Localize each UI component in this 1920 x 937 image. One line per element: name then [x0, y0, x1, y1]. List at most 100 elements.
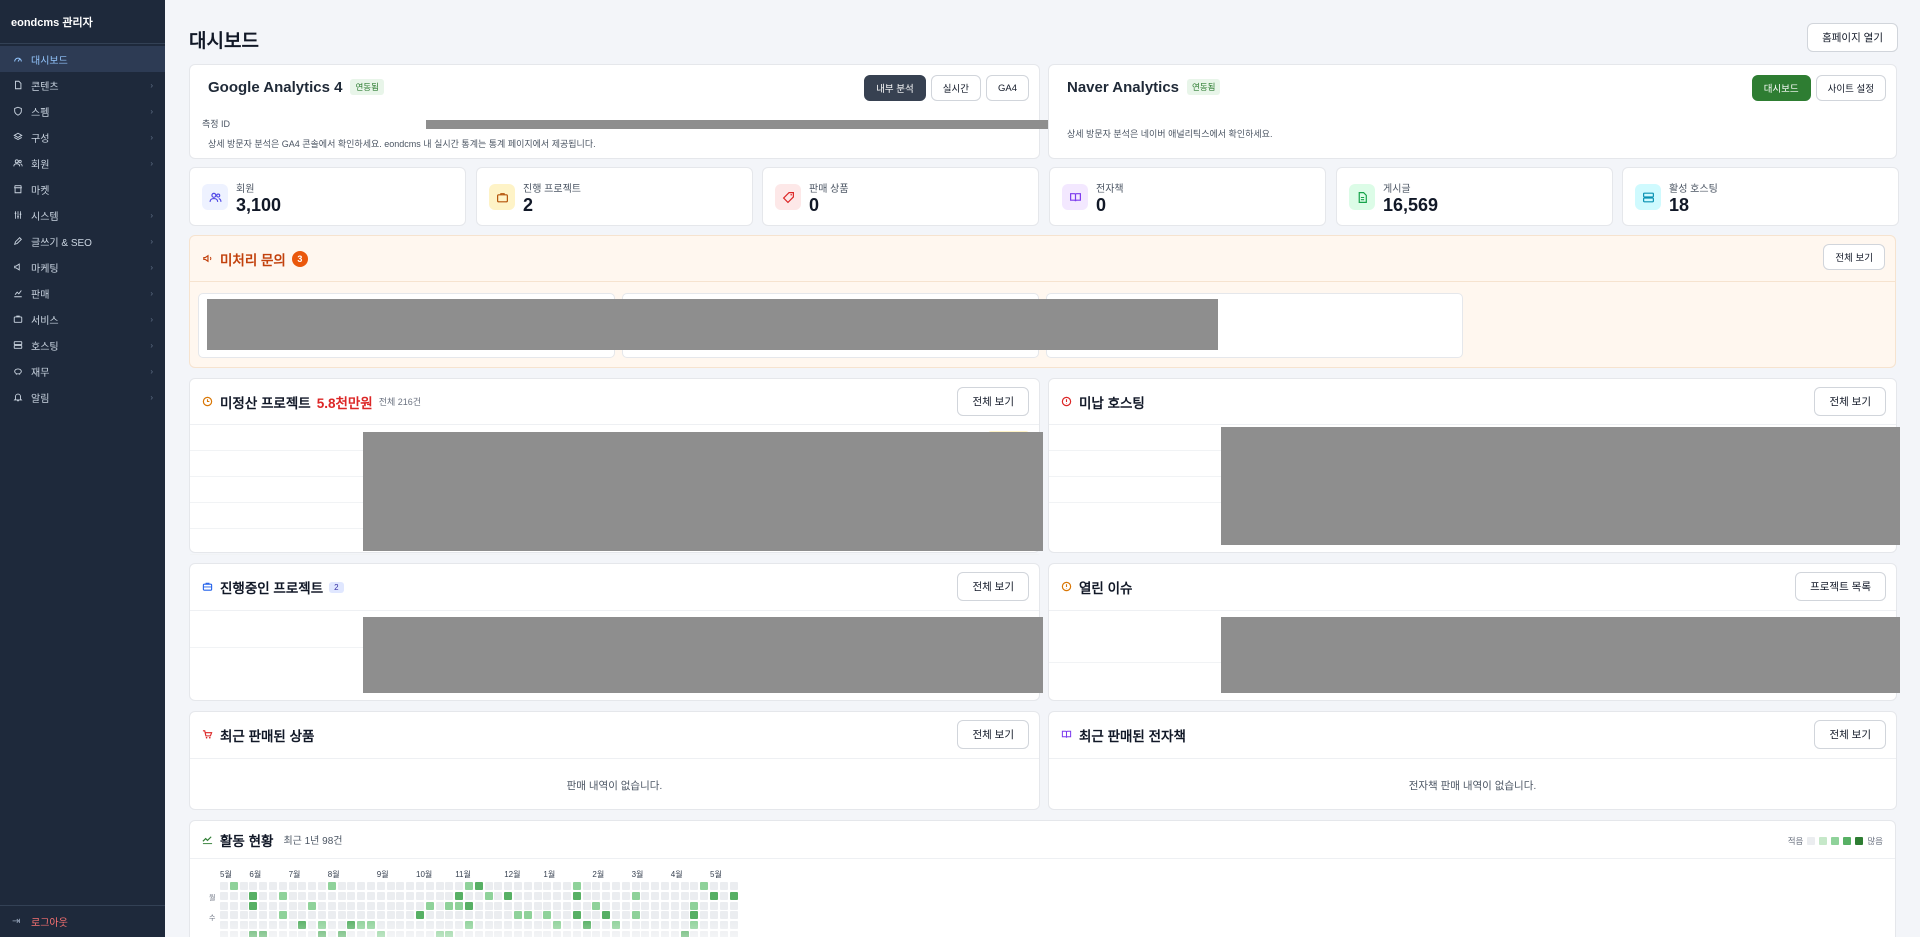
heatmap-cell[interactable] [553, 901, 562, 910]
heatmap-cell[interactable] [445, 901, 454, 910]
heatmap-cell[interactable] [396, 891, 405, 900]
heatmap-cell[interactable] [288, 882, 297, 890]
heatmap-cell[interactable] [337, 911, 346, 920]
sidebar-item[interactable]: 마케팅 › [0, 254, 165, 280]
heatmap-cell[interactable] [278, 911, 287, 920]
sidebar-item[interactable]: 시스템 › [0, 202, 165, 228]
heatmap-cell[interactable] [729, 901, 738, 910]
heatmap-cell[interactable] [259, 901, 268, 910]
heatmap-cell[interactable] [318, 901, 326, 910]
heatmap-cell[interactable] [249, 911, 258, 920]
heatmap-cell[interactable] [612, 911, 620, 920]
heatmap-cell[interactable] [425, 911, 434, 920]
heatmap-cell[interactable] [621, 891, 630, 900]
heatmap-cell[interactable] [376, 882, 385, 890]
heatmap-cell[interactable] [631, 891, 640, 900]
heatmap-cell[interactable] [337, 891, 346, 900]
heatmap-cell[interactable] [543, 911, 552, 920]
heatmap-cell[interactable] [641, 901, 650, 910]
heatmap-cell[interactable] [337, 882, 346, 890]
heatmap-cell[interactable] [367, 911, 375, 920]
heatmap-cell[interactable] [690, 891, 699, 900]
internal-analysis-button[interactable]: 내부 분석 [864, 75, 926, 101]
heatmap-cell[interactable] [572, 901, 581, 910]
heatmap-cell[interactable] [484, 911, 493, 920]
heatmap-cell[interactable] [396, 911, 405, 920]
heatmap-cell[interactable] [710, 891, 718, 900]
heatmap-cell[interactable] [719, 911, 728, 920]
heatmap-cell[interactable] [621, 882, 630, 890]
heatmap-cell[interactable] [670, 911, 679, 920]
heatmap-cell[interactable] [406, 901, 415, 910]
stat-card[interactable]: 판매 상품 0 [762, 167, 1039, 226]
heatmap-cell[interactable] [729, 882, 738, 890]
sidebar-item[interactable]: 콘텐츠 › [0, 72, 165, 98]
unsettled-view-all-button[interactable]: 전체 보기 [957, 387, 1029, 416]
heatmap-cell[interactable] [376, 891, 385, 900]
heatmap-cell[interactable] [474, 901, 483, 910]
heatmap-cell[interactable] [690, 882, 699, 890]
heatmap-cell[interactable] [386, 891, 395, 900]
heatmap-cell[interactable] [641, 911, 650, 920]
heatmap-cell[interactable] [308, 891, 317, 900]
heatmap-cell[interactable] [523, 882, 532, 890]
heatmap-cell[interactable] [504, 911, 513, 920]
heatmap-cell[interactable] [661, 901, 669, 910]
sidebar-item[interactable]: 구성 › [0, 124, 165, 150]
heatmap-cell[interactable] [269, 882, 277, 890]
heatmap-cell[interactable] [455, 882, 464, 890]
heatmap-cell[interactable] [710, 911, 718, 920]
sidebar-item[interactable]: 대시보드 [0, 46, 165, 72]
site-settings-button[interactable]: 사이트 설정 [1815, 75, 1886, 101]
heatmap-cell[interactable] [621, 901, 630, 910]
heatmap-cell[interactable] [700, 901, 709, 910]
heatmap-cell[interactable] [582, 901, 591, 910]
heatmap-cell[interactable] [249, 882, 258, 890]
heatmap-cell[interactable] [592, 901, 601, 910]
heatmap-cell[interactable] [318, 891, 326, 900]
heatmap-cell[interactable] [710, 901, 718, 910]
heatmap-cell[interactable] [288, 911, 297, 920]
heatmap-cell[interactable] [259, 882, 268, 890]
heatmap-cell[interactable] [612, 891, 620, 900]
heatmap-cell[interactable] [239, 911, 248, 920]
heatmap-cell[interactable] [416, 901, 424, 910]
heatmap-cell[interactable] [494, 901, 503, 910]
heatmap-cell[interactable] [327, 882, 336, 890]
heatmap-cell[interactable] [651, 882, 660, 890]
heatmap-cell[interactable] [425, 882, 434, 890]
heatmap-cell[interactable] [651, 911, 660, 920]
heatmap-cell[interactable] [543, 891, 552, 900]
heatmap-cell[interactable] [670, 891, 679, 900]
heatmap-cell[interactable] [582, 891, 591, 900]
heatmap-cell[interactable] [308, 882, 317, 890]
heatmap-cell[interactable] [416, 891, 424, 900]
heatmap-cell[interactable] [347, 891, 356, 900]
heatmap-cell[interactable] [318, 882, 326, 890]
heatmap-cell[interactable] [710, 882, 718, 890]
heatmap-cell[interactable] [651, 901, 660, 910]
heatmap-cell[interactable] [690, 901, 699, 910]
heatmap-cell[interactable] [592, 911, 601, 920]
heatmap-cell[interactable] [474, 911, 483, 920]
heatmap-cell[interactable] [367, 882, 375, 890]
heatmap-cell[interactable] [484, 901, 493, 910]
recent-products-view-all-button[interactable]: 전체 보기 [957, 720, 1029, 749]
heatmap-cell[interactable] [259, 911, 268, 920]
heatmap-cell[interactable] [288, 891, 297, 900]
sidebar-item[interactable]: 마켓 [0, 176, 165, 202]
heatmap-cell[interactable] [435, 911, 444, 920]
stat-card[interactable]: 게시글 16,569 [1336, 167, 1613, 226]
heatmap-cell[interactable] [641, 882, 650, 890]
heatmap-cell[interactable] [367, 891, 375, 900]
heatmap-cell[interactable] [249, 901, 258, 910]
heatmap-cell[interactable] [406, 911, 415, 920]
recent-ebooks-view-all-button[interactable]: 전체 보기 [1814, 720, 1886, 749]
heatmap-cell[interactable] [239, 891, 248, 900]
heatmap-cell[interactable] [484, 891, 493, 900]
heatmap-cell[interactable] [337, 901, 346, 910]
heatmap-cell[interactable] [602, 901, 611, 910]
heatmap-cell[interactable] [572, 891, 581, 900]
ongoing-view-all-button[interactable]: 전체 보기 [957, 572, 1029, 601]
heatmap-cell[interactable] [435, 901, 444, 910]
